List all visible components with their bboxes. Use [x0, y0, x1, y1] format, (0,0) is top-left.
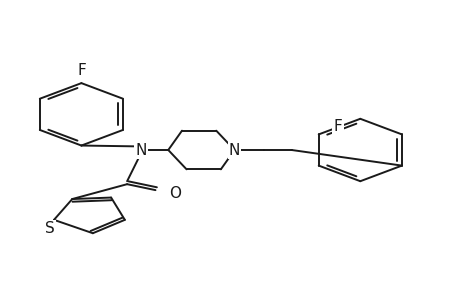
Text: F: F — [77, 63, 85, 78]
Text: O: O — [169, 186, 181, 201]
Text: F: F — [333, 118, 341, 134]
Text: N: N — [135, 142, 146, 158]
Text: N: N — [229, 142, 240, 158]
Text: S: S — [45, 221, 55, 236]
